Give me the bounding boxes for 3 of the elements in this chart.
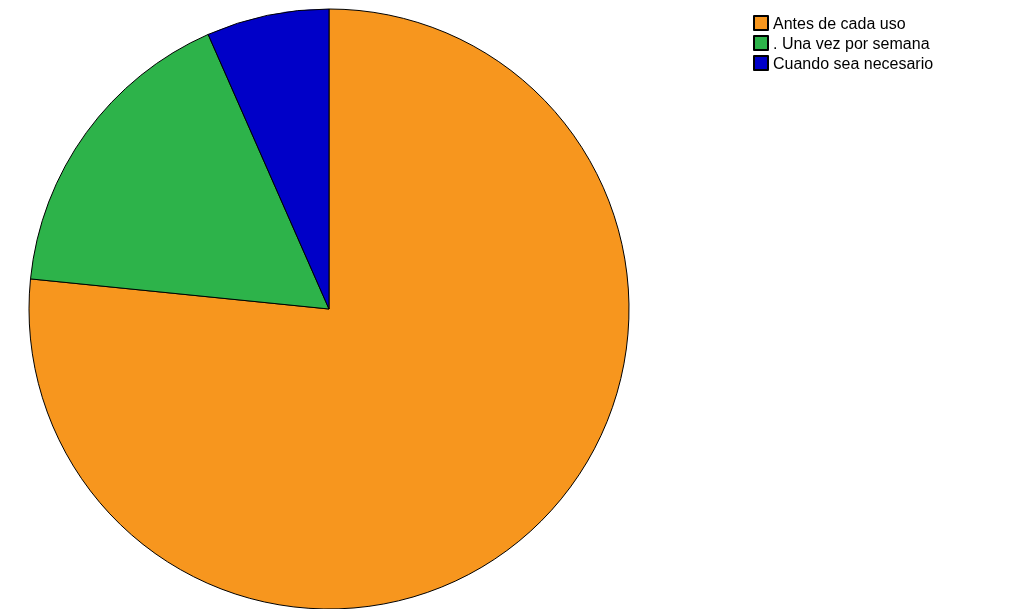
legend-label: Antes de cada uso — [773, 14, 906, 32]
legend-label: Cuando sea necesario — [773, 54, 934, 72]
legend-label: . Una vez por semana — [773, 34, 930, 52]
